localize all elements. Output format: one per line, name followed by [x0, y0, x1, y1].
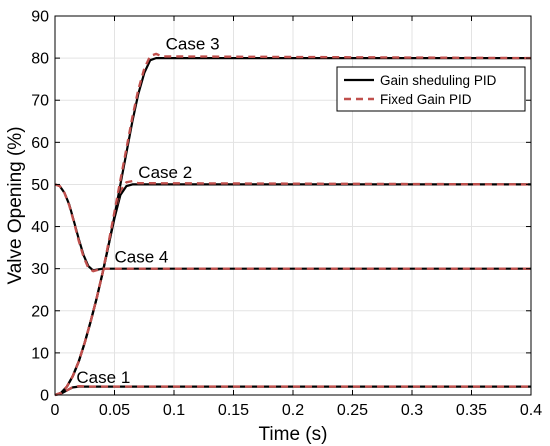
- legend-label-gain-scheduling: Gain sheduling PID: [380, 73, 497, 88]
- x-tick-label: 0.4: [520, 402, 542, 419]
- x-tick-label: 0.25: [337, 402, 368, 419]
- y-tick-label: 30: [31, 261, 49, 278]
- y-tick-label: 10: [31, 345, 49, 362]
- y-axis-ticks: 0 10 20 30 40 50 60 70 80 90: [31, 9, 531, 405]
- annotation-case-1: Case 1: [76, 368, 130, 387]
- y-tick-label: 90: [31, 9, 49, 26]
- y-tick-label: 80: [31, 51, 49, 68]
- y-tick-label: 50: [31, 177, 49, 194]
- legend: Gain sheduling PID Fixed Gain PID: [336, 66, 526, 112]
- case-annotations: Case 1 Case 2 Case 3 Case 4: [76, 35, 219, 388]
- annotation-case-2: Case 2: [138, 163, 192, 182]
- y-tick-label: 20: [31, 303, 49, 320]
- annotation-case-4: Case 4: [115, 247, 169, 266]
- legend-label-fixed-gain: Fixed Gain PID: [380, 92, 472, 107]
- x-axis-label: Time (s): [259, 424, 328, 445]
- x-tick-label: 0.05: [99, 402, 130, 419]
- y-tick-label: 60: [31, 135, 49, 152]
- x-axis-ticks: 0 0.05 0.1 0.15 0.2 0.25 0.3 0.35 0.4: [51, 16, 542, 419]
- legend-box: [336, 66, 526, 112]
- x-tick-label: 0: [51, 402, 60, 419]
- data-traces: [54, 52, 532, 397]
- x-tick-label: 0.2: [282, 402, 304, 419]
- y-tick-label: 40: [31, 219, 49, 236]
- y-tick-label: 70: [31, 93, 49, 110]
- x-tick-label: 0.35: [456, 402, 487, 419]
- trace-fixed-gain-case-3: [54, 52, 532, 397]
- x-tick-label: 0.15: [218, 402, 249, 419]
- annotation-case-3: Case 3: [166, 35, 220, 54]
- y-tick-label: 0: [40, 388, 49, 405]
- x-tick-label: 0.3: [401, 402, 423, 419]
- x-tick-label: 0.1: [163, 402, 185, 419]
- trace-gain-scheduling-case-4: [54, 183, 531, 272]
- y-axis-label: Valve Opening (%): [5, 126, 26, 284]
